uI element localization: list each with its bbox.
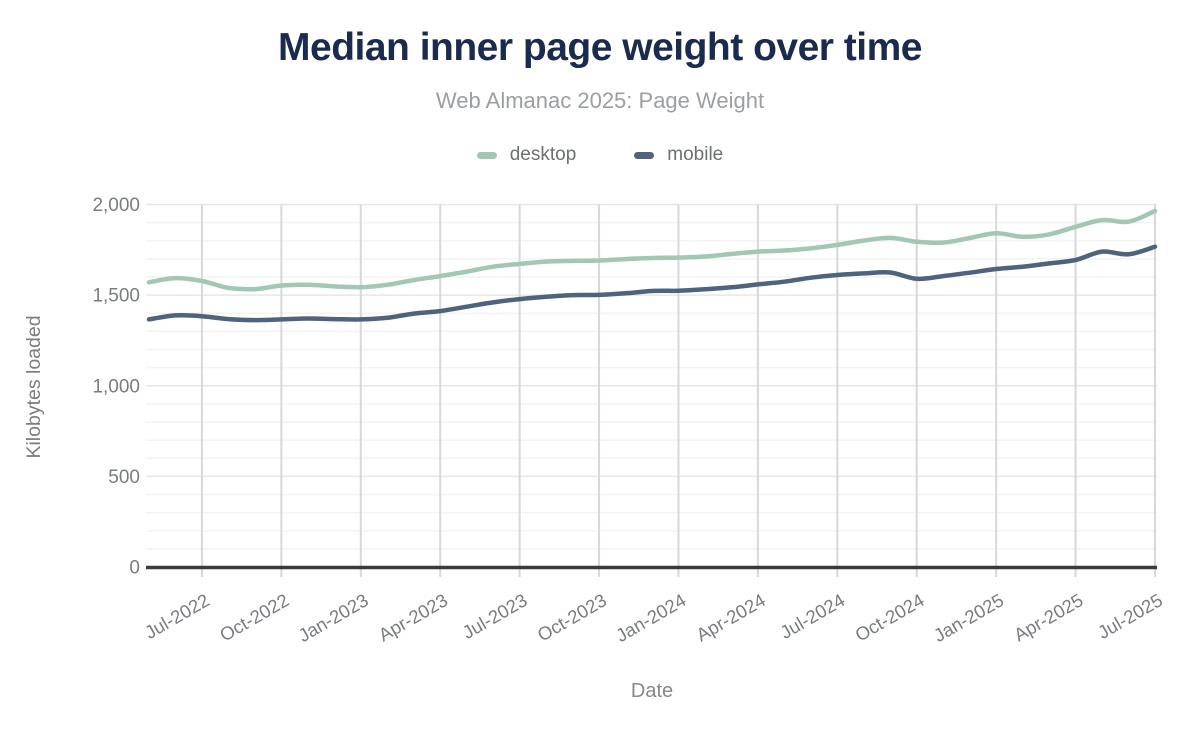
y-axis-title: Kilobytes loaded	[23, 315, 45, 458]
chart-subtitle: Web Almanac 2025: Page Weight	[435, 88, 765, 113]
y-tick-label: 500	[108, 467, 140, 488]
chart-title: Median inner page weight over time	[278, 26, 922, 69]
mobile-series-swatch	[634, 151, 655, 159]
y-tick-label: 2,000	[92, 195, 140, 216]
x-tick-label: Jul-2022	[141, 589, 213, 643]
legend-label-desktop: desktop	[509, 144, 577, 165]
y-tick-label: 0	[129, 558, 140, 579]
series-line-desktop	[146, 208, 1158, 292]
x-tick-label: Apr-2025	[1010, 589, 1086, 645]
legend-item-mobile[interactable]: mobile	[634, 144, 723, 166]
x-tick-label: Jul-2023	[459, 589, 531, 643]
x-tick-label: Jul-2025	[1094, 589, 1166, 643]
x-tick-label: Oct-2022	[216, 589, 292, 645]
x-tick-label: Jan-2025	[930, 589, 1007, 646]
x-tick-label: Oct-2024	[851, 589, 927, 645]
legend-item-desktop[interactable]: desktop	[476, 144, 577, 166]
x-tick-label: Jan-2023	[294, 589, 371, 646]
y-tick-label: 1,000	[92, 376, 140, 397]
x-tick-label: Apr-2023	[375, 589, 451, 645]
x-tick-label: Jul-2024	[776, 589, 848, 643]
x-axis-title: Date	[631, 680, 673, 702]
y-tick-label: 1,500	[92, 286, 140, 307]
legend-label-mobile: mobile	[667, 144, 724, 165]
x-tick-label: Apr-2024	[692, 589, 768, 645]
chart-legend: desktop mobile	[0, 144, 1200, 166]
x-tick-label: Oct-2023	[534, 589, 610, 645]
series-line-mobile	[146, 244, 1158, 323]
x-tick-label: Jan-2024	[612, 589, 689, 646]
desktop-series-swatch	[476, 151, 497, 159]
